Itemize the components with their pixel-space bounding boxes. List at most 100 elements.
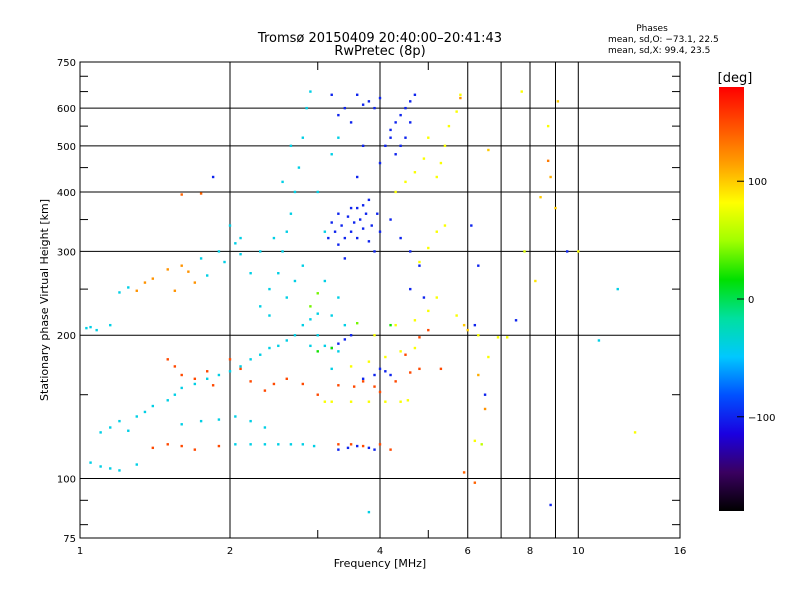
data-point [109,323,112,327]
data-point [349,365,353,368]
data-point [316,312,319,315]
data-point [355,175,359,179]
data-point [263,389,267,392]
data-point [217,444,221,448]
data-point [361,444,365,448]
data-point [109,426,112,429]
data-point [285,296,288,299]
data-point [439,161,443,165]
data-point [228,370,232,373]
data-point [462,323,466,327]
data-point [534,279,537,283]
data-point [418,264,421,267]
data-point [205,370,209,373]
data-point [239,365,242,368]
plot-frame [79,61,681,539]
data-point [422,157,426,160]
data-point [173,393,177,396]
data-point [166,358,169,361]
y-axis-label: Stationary phase Virtual Height [km] [38,199,51,401]
data-point [520,90,523,93]
data-point [277,443,280,446]
data-point [466,328,469,332]
data-point [355,206,359,210]
data-point [277,344,280,348]
data-point [305,106,308,110]
x-tick-label: 6 [465,546,471,557]
data-point [337,136,340,139]
data-point [616,287,619,291]
data-point [259,353,262,356]
data-point [394,380,397,383]
data-point [349,121,353,124]
data-point [487,355,490,359]
data-point [352,221,356,224]
data-point [349,400,353,403]
data-point [384,370,387,373]
data-point [389,218,392,221]
data-point [118,291,121,294]
data-point [199,257,203,260]
data-point [135,463,138,466]
data-point [333,230,337,233]
data-point [217,418,221,421]
data-point [239,367,242,371]
data-point [399,400,402,403]
data-point [459,93,462,96]
data-point [337,384,340,387]
data-point [316,334,319,337]
data-point [337,296,340,299]
data-point [293,334,297,337]
data-point [406,399,410,402]
data-point [389,373,392,377]
data-point [373,373,376,377]
grid-lines [80,62,680,538]
data-point [422,296,426,299]
data-point [327,236,330,240]
data-point [135,415,138,418]
data-point [523,250,526,253]
y-tick-label: 500 [57,142,76,153]
data-point [289,144,293,148]
data-point [343,257,347,260]
data-point [316,190,319,194]
data-point [337,243,340,246]
data-point [301,136,305,139]
data-point [234,443,237,446]
y-tick-label: 750 [57,58,76,69]
data-point [193,281,197,284]
data-point [205,274,209,277]
data-point [193,377,197,380]
data-point [166,399,169,402]
data-point [409,121,412,124]
data-point [546,124,550,128]
data-point [180,193,183,196]
data-point [394,323,397,327]
data-point [343,323,347,327]
data-point [349,206,353,210]
data-point [597,339,601,342]
data-point [389,448,392,451]
data-point [180,264,183,267]
data-point [277,272,280,275]
data-point [259,250,262,253]
data-point [367,446,371,450]
data-point [309,305,312,308]
data-point [565,250,569,253]
data-point [301,382,305,386]
data-point [323,230,327,233]
x-tick-label: 16 [674,546,687,557]
data-point [376,212,379,215]
data-point [343,236,347,240]
data-point [166,268,169,271]
data-point [316,350,319,353]
data-point [180,373,183,377]
data-point [289,443,293,446]
data-point [384,400,387,403]
data-point [268,314,271,317]
data-point [439,367,443,371]
data-point [259,305,262,308]
data-point [187,270,190,273]
data-point [249,443,252,446]
data-point [394,121,397,124]
